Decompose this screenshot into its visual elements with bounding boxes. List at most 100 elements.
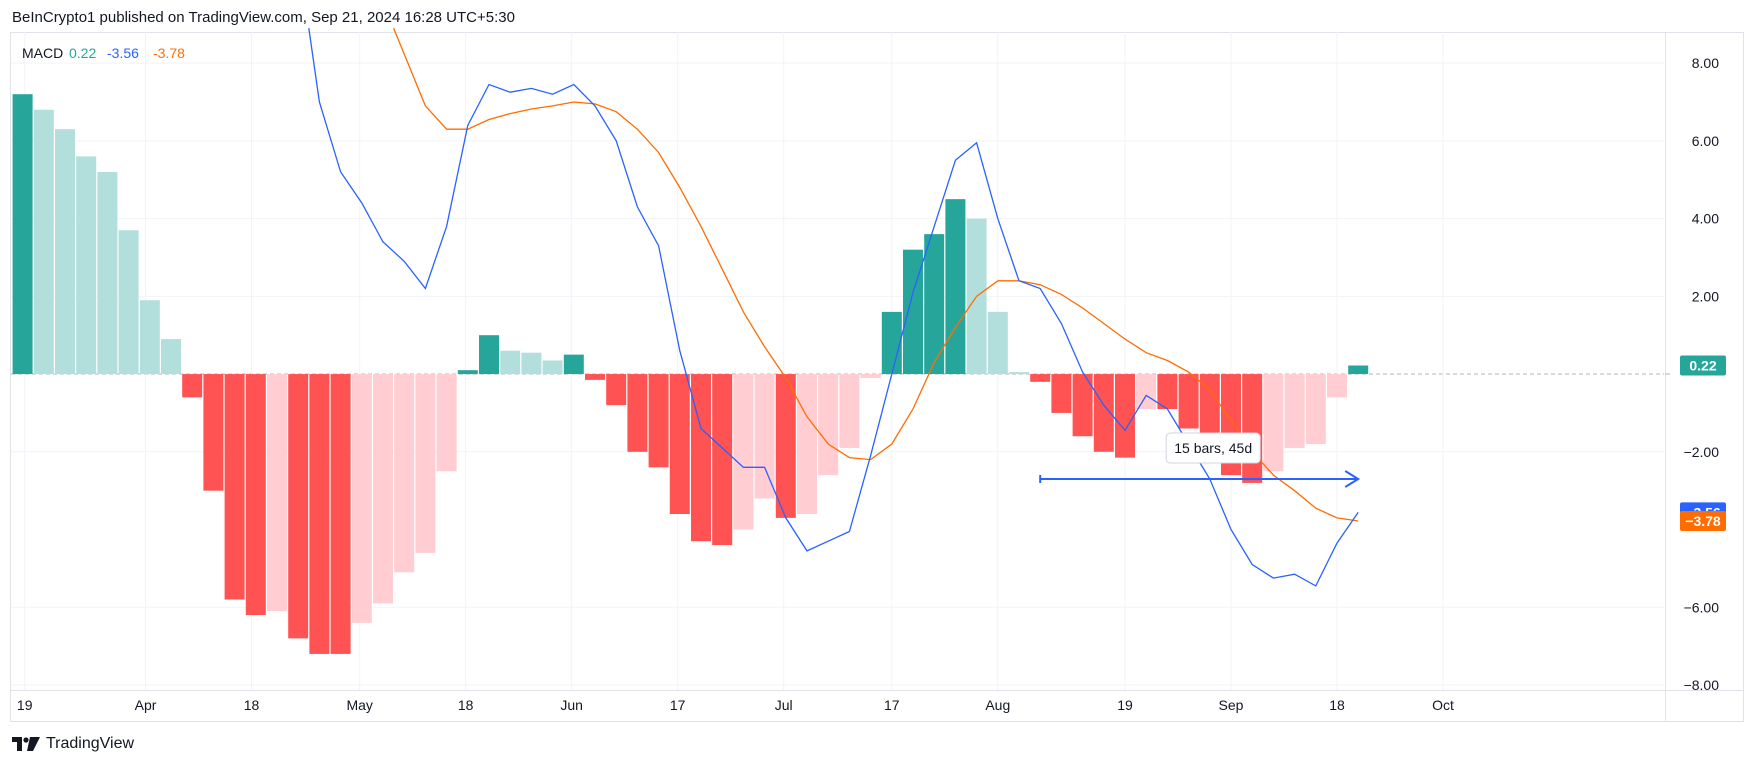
histogram-bar — [1178, 374, 1199, 429]
histogram-bar — [224, 374, 245, 600]
x-tick-label: Jun — [560, 697, 583, 713]
histogram-bar — [860, 374, 881, 378]
histogram-bar — [351, 374, 372, 623]
histogram-bar — [309, 374, 330, 654]
histogram-bar — [521, 352, 542, 375]
histogram-bar — [1136, 374, 1157, 410]
legend-hist-value: 0.22 — [69, 45, 96, 61]
histogram-bar — [733, 374, 754, 530]
histogram-bar — [500, 350, 521, 375]
x-tick-label: 18 — [1329, 697, 1345, 713]
histogram-bar — [118, 230, 139, 375]
chart-border — [10, 32, 1744, 722]
x-tick-label: Aug — [985, 697, 1010, 713]
histogram-bar — [182, 374, 203, 398]
x-tick-label: 18 — [458, 697, 474, 713]
histogram-bar — [97, 171, 118, 375]
histogram-bar — [542, 360, 563, 375]
histogram-bar — [55, 129, 75, 375]
y-tick-label: 8.00 — [1692, 55, 1719, 71]
histogram-bar — [479, 335, 499, 375]
legend-macd-value: -3.56 — [107, 45, 139, 61]
histogram-bar — [1009, 372, 1029, 375]
histogram-bar — [903, 249, 923, 375]
y-tick-label: 6.00 — [1692, 133, 1719, 149]
histogram-bar — [627, 374, 648, 452]
tradingview-logo-icon — [12, 737, 40, 751]
y-tick-label: −8.00 — [1684, 677, 1720, 693]
x-tick-label: 17 — [884, 697, 900, 713]
bar-count-annotation[interactable]: 15 bars, 45d — [1039, 432, 1361, 488]
y-axis: 8.00 6.00 4.00 2.00 −2.00 −6.00 −8.00 — [1665, 55, 1719, 693]
x-tick-label: May — [346, 697, 372, 713]
histogram-bar — [1327, 374, 1347, 398]
histogram-bar — [1115, 374, 1135, 458]
x-tick-label: 17 — [670, 697, 686, 713]
arrow-head-icon — [1344, 470, 1361, 488]
footer-brand-text: TradingView — [46, 735, 135, 752]
price-tag-label: −3.78 — [1685, 513, 1721, 529]
histogram-bar — [1305, 374, 1326, 445]
histogram-bar — [267, 374, 287, 612]
histogram-bar — [585, 374, 605, 380]
x-tick-label: 18 — [244, 697, 260, 713]
histogram-bar — [1263, 374, 1284, 472]
footer-brand[interactable]: TradingView — [12, 735, 134, 753]
legend-title: MACD — [22, 45, 63, 61]
histogram-bar — [754, 374, 775, 499]
histogram-bar — [415, 374, 436, 553]
y-tick-label: 4.00 — [1692, 211, 1719, 227]
histogram-bar — [1030, 374, 1051, 382]
histogram-bar — [203, 374, 224, 491]
publisher-caption: BeInCrypto1 published on TradingView.com… — [12, 9, 515, 26]
histogram-bar — [775, 374, 796, 518]
histogram-bar — [12, 94, 33, 375]
histogram-bar — [1072, 374, 1093, 437]
histogram-bar — [797, 374, 817, 514]
x-tick-label: Sep — [1219, 697, 1244, 713]
signal-line — [392, 27, 1359, 522]
histogram-bar — [691, 374, 711, 542]
legend-signal-value: -3.78 — [153, 45, 185, 61]
x-tick-label: Apr — [135, 697, 157, 713]
price-tag — [1680, 355, 1726, 376]
histogram-bar — [330, 374, 351, 654]
macd-line — [308, 28, 1359, 587]
histogram-bar — [373, 374, 393, 604]
histogram-bar — [987, 311, 1008, 375]
x-tick-label: 19 — [17, 697, 33, 713]
histogram-bar — [161, 339, 181, 375]
histogram-bar — [139, 300, 160, 375]
histogram-bar — [818, 374, 839, 476]
x-axis: 19 Apr 18 May 18 Jun 17 Jul 17 Aug 19 Sep 18 Oct — [17, 697, 1454, 713]
price-tag-label: 0.22 — [1689, 358, 1716, 374]
histogram-bar — [1051, 374, 1072, 413]
price-tags: 0.22−3.56−3.78 — [1680, 355, 1726, 531]
histogram-bar — [1093, 374, 1114, 452]
histogram-bar — [881, 311, 902, 375]
histogram-bar — [288, 374, 309, 639]
histogram-bar — [1348, 365, 1369, 375]
histogram-bar — [245, 374, 266, 616]
histogram-bar — [394, 374, 415, 573]
histogram-bar — [436, 374, 457, 472]
price-tag — [1680, 510, 1726, 531]
histogram-bar — [1242, 374, 1263, 483]
histogram-bar — [648, 374, 669, 468]
histogram-bar — [924, 234, 945, 375]
y-tick-label: −6.00 — [1684, 599, 1720, 615]
histogram-bar — [1284, 374, 1305, 448]
y-tick-label: −2.00 — [1684, 444, 1720, 460]
y-tick-label: 2.00 — [1692, 288, 1719, 304]
histogram-bar — [563, 354, 584, 375]
annotation-tooltip-text: 15 bars, 45d — [1174, 440, 1252, 456]
annotation-tooltip-box — [1165, 432, 1261, 464]
histogram-bar — [33, 109, 54, 375]
histogram-bar — [606, 374, 627, 406]
x-tick-label: Oct — [1432, 697, 1454, 713]
histogram-bar — [669, 374, 690, 514]
histogram-bar — [76, 156, 97, 375]
histogram-bar — [945, 199, 966, 375]
histogram-bar — [1199, 374, 1220, 437]
